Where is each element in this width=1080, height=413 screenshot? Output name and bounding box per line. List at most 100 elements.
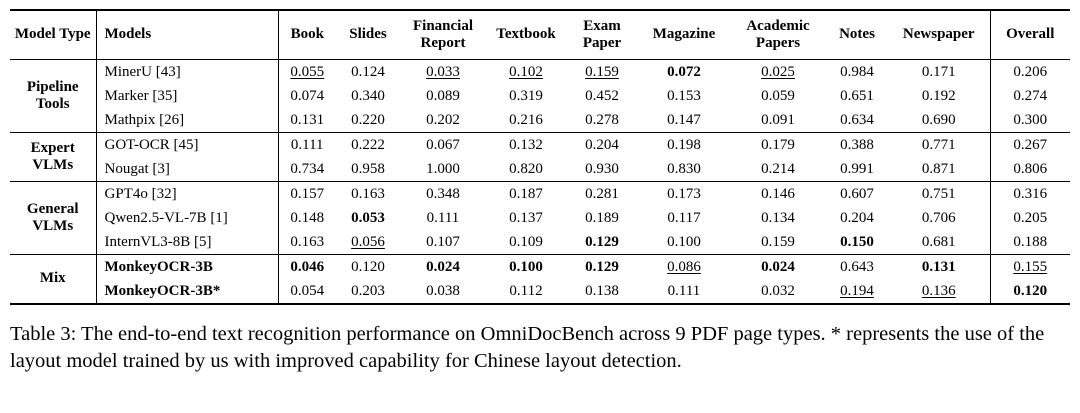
model-name-cell: MinerU [43] — [96, 59, 279, 84]
table-row: MonkeyOCR-3B* 0.054 0.203 0.038 0.112 0.138 0.… — [10, 279, 1070, 304]
value-cell: 0.643 — [826, 254, 888, 279]
value-cell: 0.129 — [585, 233, 619, 250]
value-cell: 0.107 — [426, 233, 460, 250]
value-cell: 0.111 — [278, 132, 336, 157]
value-cell: 0.111 — [667, 282, 701, 299]
value-cell: 0.651 — [840, 87, 874, 104]
value-cell: 0.206 — [989, 59, 1070, 84]
value-cell: 0.163 — [290, 233, 325, 250]
value-cell: 0.340 — [351, 87, 385, 104]
model-name-cell: Marker [35] — [96, 84, 279, 108]
value-cell: 0.706 — [921, 209, 956, 226]
value-cell: 0.055 — [278, 59, 336, 84]
model-name-cell: GPT4o [32] — [96, 181, 279, 206]
value-cell: 0.204 — [840, 209, 874, 226]
value-cell: 0.159 — [761, 233, 795, 250]
value-cell: 0.146 — [730, 181, 826, 206]
value-cell: 0.830 — [667, 160, 701, 177]
value-cell: 0.734 — [290, 160, 325, 177]
value-cell: 0.634 — [840, 111, 874, 128]
col-header-slides: Slides — [336, 10, 400, 60]
value-cell: 1.000 — [426, 160, 460, 177]
value-cell: 0.038 — [426, 282, 460, 299]
value-cell: 0.278 — [585, 111, 619, 128]
value-cell: 0.205 — [989, 206, 1070, 230]
value-cell: 0.129 — [566, 254, 638, 279]
value-cell: 0.111 — [426, 209, 460, 226]
value-cell: 0.033 — [400, 59, 486, 84]
value-cell: 0.132 — [486, 132, 566, 157]
value-cell: 0.216 — [509, 111, 543, 128]
value-cell: 0.053 — [351, 209, 385, 226]
value-cell: 0.163 — [336, 181, 400, 206]
col-header-book: Book — [278, 10, 336, 60]
value-cell: 0.179 — [730, 132, 826, 157]
col-header-notes: Notes — [826, 10, 888, 60]
value-cell: 0.120 — [336, 254, 400, 279]
value-cell: 0.348 — [400, 181, 486, 206]
value-cell: 0.091 — [761, 111, 795, 128]
col-header-newspaper: Newspaper — [888, 10, 990, 60]
table-header: Model Type Models Book Slides Financial … — [10, 10, 1070, 60]
model-name-cell: Nougat [3] — [96, 157, 279, 182]
value-cell: 0.046 — [278, 254, 336, 279]
value-cell: 0.102 — [486, 59, 566, 84]
value-cell: 0.173 — [638, 181, 730, 206]
value-cell: 0.806 — [989, 157, 1070, 182]
value-cell: 0.138 — [585, 282, 619, 299]
value-cell: 0.388 — [826, 132, 888, 157]
table-body: Pipeline Tools MinerU [43] 0.055 0.124 0.033… — [10, 59, 1070, 304]
model-type-cell: General VLMs — [10, 181, 97, 255]
table-row: Expert VLMs GOT-OCR [45] 0.111 0.222 0.067 0.… — [10, 132, 1070, 182]
value-cell: 0.153 — [667, 87, 701, 104]
value-cell: 0.222 — [336, 132, 400, 157]
model-name-cell: Qwen2.5-VL-7B [1] — [96, 206, 279, 230]
value-cell: 0.117 — [667, 209, 701, 226]
value-cell: 0.203 — [351, 282, 385, 299]
value-cell: 0.120 — [989, 279, 1070, 304]
value-cell: 0.150 — [840, 233, 874, 250]
value-cell: 0.147 — [667, 111, 701, 128]
value-cell: 0.171 — [888, 59, 990, 84]
model-type-cell: Mix — [10, 254, 97, 304]
value-cell: 0.054 — [290, 282, 325, 299]
value-cell: 0.148 — [290, 209, 325, 226]
value-cell: 0.024 — [730, 254, 826, 279]
table-caption: Table 3: The end-to-end text recognition… — [10, 323, 1045, 373]
value-cell: 0.930 — [585, 160, 619, 177]
value-cell: 0.871 — [921, 160, 956, 177]
value-cell: 0.124 — [336, 59, 400, 84]
value-cell: 0.214 — [761, 160, 795, 177]
value-cell: 0.131 — [888, 254, 990, 279]
value-cell: 0.109 — [509, 233, 543, 250]
value-cell: 0.194 — [840, 282, 874, 299]
paper-page: Model Type Models Book Slides Financial … — [10, 9, 1070, 373]
value-cell: 0.137 — [509, 209, 543, 226]
value-cell: 0.112 — [509, 282, 543, 299]
table-row: Pipeline Tools MinerU [43] 0.055 0.124 0.033… — [10, 59, 1070, 133]
value-cell: 0.681 — [921, 233, 956, 250]
value-cell: 0.100 — [667, 233, 701, 250]
value-cell: 0.607 — [826, 181, 888, 206]
value-cell: 0.198 — [638, 132, 730, 157]
value-cell: 0.300 — [989, 108, 1070, 133]
model-name-cell: MonkeyOCR-3B* — [96, 279, 279, 304]
value-cell: 0.189 — [585, 209, 619, 226]
value-cell: 0.134 — [761, 209, 795, 226]
col-header-model-type: Model Type — [10, 10, 97, 60]
model-name-cell: InternVL3-8B [5] — [96, 230, 279, 255]
value-cell: 0.136 — [921, 282, 956, 299]
value-cell: 0.771 — [888, 132, 990, 157]
col-header-models: Models — [96, 10, 279, 60]
value-cell: 0.155 — [989, 254, 1070, 279]
value-cell: 0.067 — [400, 132, 486, 157]
col-header-overall: Overall — [989, 10, 1070, 60]
model-name-cell: Mathpix [26] — [96, 108, 279, 133]
value-cell: 0.751 — [888, 181, 990, 206]
value-cell: 0.281 — [566, 181, 638, 206]
value-cell: 0.984 — [826, 59, 888, 84]
value-cell: 0.267 — [989, 132, 1070, 157]
value-cell: 0.072 — [638, 59, 730, 84]
value-cell: 0.074 — [290, 87, 325, 104]
value-cell: 0.220 — [351, 111, 385, 128]
